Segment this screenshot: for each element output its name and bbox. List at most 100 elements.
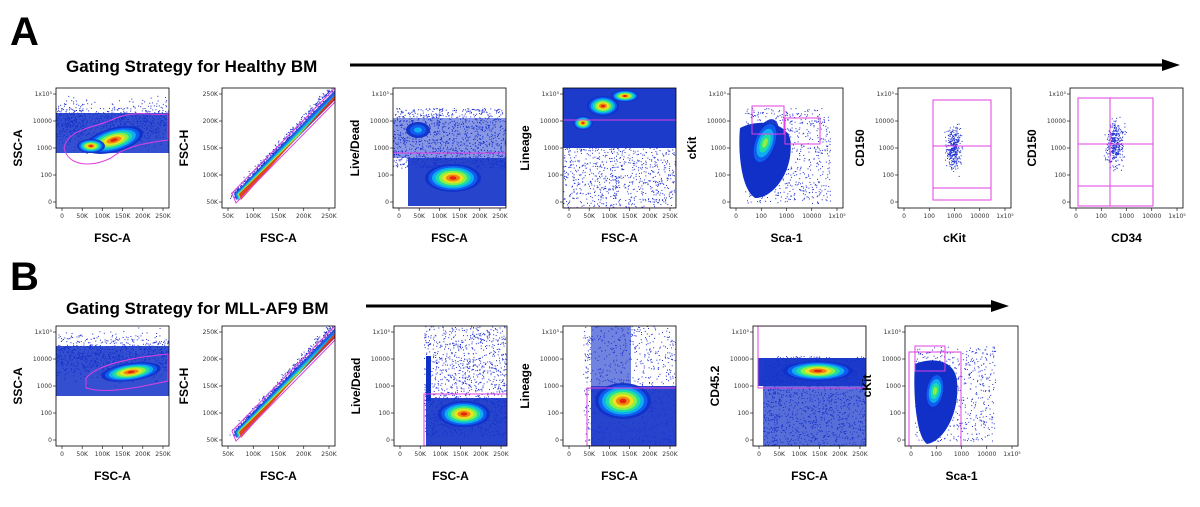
y-tick-label: 1000 (886, 383, 901, 390)
y-axis-label: Live/Dead (348, 120, 362, 177)
y-tick-label: 0 (897, 437, 901, 444)
y-tick-label: 100K (203, 172, 219, 179)
y-axis-label: CD150 (853, 129, 867, 167)
x-tick-label: 100K (95, 213, 111, 220)
y-tick-label: 1x10⁵ (877, 91, 895, 98)
x-tick-label: 1000 (779, 213, 794, 220)
x-axis-label: CD34 (1111, 231, 1142, 245)
x-tick-label: 200K (642, 213, 658, 220)
x-tick-label: 1000 (947, 213, 962, 220)
x-tick-label: 50K (583, 213, 596, 220)
x-tick-label: 0 (734, 213, 738, 220)
x-tick-label: 100K (246, 451, 262, 458)
x-tick-label: 150K (271, 451, 287, 458)
x-axis-label: FSC-A (791, 469, 828, 483)
y-tick-label: 1000 (734, 383, 749, 390)
x-tick-label: 10000 (1142, 213, 1161, 220)
y-tick-label: 50K (206, 437, 219, 444)
y-axis-label: Lineage (518, 125, 532, 171)
y-tick-label: 0 (555, 437, 559, 444)
plot-area (739, 105, 831, 204)
y-tick-label: 1x10⁵ (542, 91, 560, 98)
y-axis-label: FSC-H (177, 130, 191, 167)
y-tick-label: 1000 (544, 145, 559, 152)
plot-area (229, 326, 335, 442)
flow-plot-ckit-vs-sca-1: 1x10⁵ 10000 1000 100 0 0 100 1000 10000 1x10⁵ cKit… (859, 325, 1022, 501)
plot-area (757, 326, 866, 446)
x-tick-label: 200K (642, 451, 658, 458)
flow-plot-cd150-vs-ckit: 1x10⁵ 10000 1000 100 0 0 100 1000 10000 1x10⁵ CD15… (852, 87, 1015, 263)
x-tick-label: 10000 (802, 213, 821, 220)
plot-area (1077, 97, 1154, 207)
x-tick-label: 0 (567, 451, 571, 458)
flow-plot-lineage-vs-fsc-a: 1x10⁵ 10000 1000 100 0 0 50K 100K 150K 200K 250K Li… (517, 325, 680, 501)
x-tick-label: 100K (792, 451, 808, 458)
plot-area (56, 327, 169, 396)
x-tick-label: 250K (852, 451, 868, 458)
y-tick-label: 100 (890, 410, 902, 417)
y-tick-label: 10000 (882, 356, 901, 363)
x-tick-label: 1x10⁵ (828, 213, 846, 220)
x-axis-label: FSC-A (432, 469, 469, 483)
y-axis-label: FSC-H (177, 368, 191, 405)
x-tick-label: 50K (773, 451, 786, 458)
y-tick-label: 10000 (33, 118, 52, 125)
x-tick-label: 1000 (954, 451, 969, 458)
x-axis-label: Sca-1 (945, 469, 977, 483)
y-tick-label: 1x10⁵ (1049, 91, 1067, 98)
x-tick-label: 0 (757, 451, 761, 458)
y-tick-label: 1000 (374, 145, 389, 152)
x-tick-label: 150K (115, 451, 131, 458)
x-tick-label: 0 (909, 451, 913, 458)
x-axis-label: FSC-A (94, 231, 131, 245)
y-tick-label: 1x10⁵ (372, 91, 390, 98)
y-tick-label: 1x10⁵ (732, 329, 750, 336)
x-tick-label: 1000 (1119, 213, 1134, 220)
x-tick-label: 50K (76, 213, 89, 220)
x-tick-label: 0 (397, 213, 401, 220)
x-tick-label: 100 (931, 451, 943, 458)
y-tick-label: 1x10⁵ (373, 329, 391, 336)
y-tick-label: 100 (379, 410, 391, 417)
x-tick-label: 100K (433, 451, 449, 458)
x-axis-label: FSC-A (260, 231, 297, 245)
x-tick-label: 10000 (970, 213, 989, 220)
flow-plot-fsc-h-vs-fsc-a: 250K 200K 150K 100K 50K 50K 100K 150K 200K 250K FS… (176, 325, 339, 501)
x-tick-label: 250K (321, 213, 337, 220)
y-tick-label: 1000 (1051, 145, 1066, 152)
x-tick-label: 250K (493, 451, 509, 458)
y-tick-label: 10000 (371, 356, 390, 363)
y-axis-label: CD150 (1025, 129, 1039, 167)
y-tick-label: 10000 (730, 356, 749, 363)
y-tick-label: 1000 (375, 383, 390, 390)
x-axis-label: FSC-A (94, 469, 131, 483)
y-tick-label: 100 (41, 172, 53, 179)
y-tick-label: 1x10⁵ (884, 329, 902, 336)
panel-letter-b: B (10, 255, 39, 299)
x-tick-label: 0 (398, 451, 402, 458)
y-axis-label: cKit (685, 137, 699, 160)
x-tick-label: 1x10⁵ (1003, 451, 1021, 458)
x-tick-label: 250K (321, 451, 337, 458)
flow-plot-live-dead-vs-fsc-a: 1x10⁵ 10000 1000 100 0 0 50K 100K 150K 200K 250K Li… (347, 87, 510, 263)
x-tick-label: 200K (135, 451, 151, 458)
x-tick-label: 100 (756, 213, 768, 220)
x-axis-label: Sca-1 (770, 231, 802, 245)
y-axis-label: SSC-A (11, 129, 25, 167)
x-tick-label: 0 (1074, 213, 1078, 220)
y-tick-label: 100 (41, 410, 53, 417)
x-tick-label: 1x10⁵ (996, 213, 1014, 220)
y-tick-label: 1x10⁵ (542, 329, 560, 336)
y-tick-label: 100 (738, 410, 750, 417)
x-tick-label: 10000 (977, 451, 996, 458)
y-axis-label: Lineage (518, 363, 532, 409)
x-tick-label: 150K (622, 451, 638, 458)
x-axis-label: FSC-A (601, 469, 638, 483)
x-axis-label: FSC-A (260, 469, 297, 483)
x-tick-label: 50K (222, 213, 235, 220)
y-tick-label: 1000 (879, 145, 894, 152)
row-title-a: Gating Strategy for Healthy BM (66, 57, 318, 76)
x-tick-label: 100K (602, 451, 618, 458)
y-tick-label: 50K (206, 199, 219, 206)
x-tick-label: 200K (472, 213, 488, 220)
